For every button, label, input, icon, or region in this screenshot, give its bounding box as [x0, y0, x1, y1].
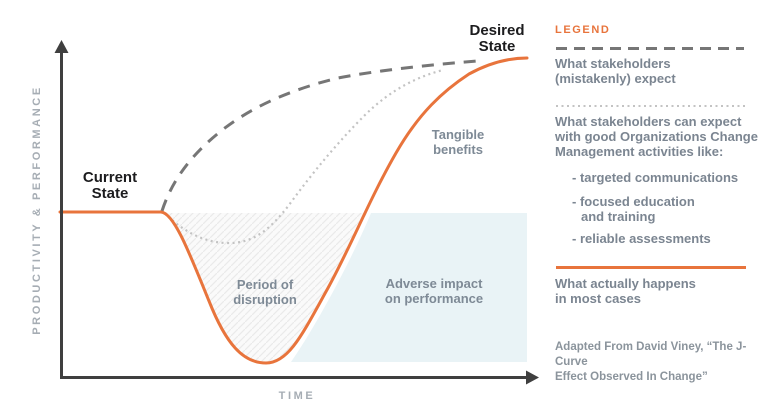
legend-bullet-focused-education: - focused education and training	[572, 194, 695, 224]
source-attribution: Adapted From David Viney, “The J-Curve E…	[555, 341, 747, 383]
tangible-benefits-annotation: Tangible benefits	[431, 127, 485, 157]
legend-panel: LEGEND What stakeholders (mistakenly) ex…	[555, 0, 760, 419]
y-axis-label: PRODUCTIVITY & PERFORMANCE	[31, 85, 43, 335]
period-of-disruption-annotation: Period of disruption	[233, 277, 297, 307]
y-axis-arrow-icon	[54, 40, 69, 53]
actual-performance-curve	[58, 56, 529, 365]
legend-entry-actual: What actually happens in most cases	[555, 276, 696, 306]
adverse-impact-annotation: Adverse impact on performance	[384, 276, 484, 306]
current-state-label: Current State	[82, 169, 138, 202]
legend-bullet-targeted-communications: - targeted communications	[572, 170, 739, 185]
legend-title: LEGEND	[555, 24, 611, 36]
adverse-impact-area	[291, 213, 527, 362]
x-axis-label: TIME	[278, 390, 316, 402]
disruption-hatched-area	[163, 213, 367, 363]
legend-solid-line-sample	[556, 266, 746, 269]
legend-entry-ocm: What stakeholders can expect with good O…	[555, 114, 758, 159]
legend-bullet-reliable-assessments: - reliable assessments	[572, 231, 711, 246]
legend-entry-expectation: What stakeholders (mistakenly) expect	[555, 56, 676, 86]
legend-dotted-line-sample	[556, 105, 746, 107]
j-curve-chart	[54, 40, 539, 385]
x-axis-arrow-icon	[526, 370, 539, 385]
stakeholder-expectation-curve	[160, 59, 479, 212]
ocm-expectation-curve	[163, 68, 444, 245]
legend-dashed-line-sample	[556, 47, 744, 50]
desired-state-label: Desired State	[469, 22, 525, 55]
